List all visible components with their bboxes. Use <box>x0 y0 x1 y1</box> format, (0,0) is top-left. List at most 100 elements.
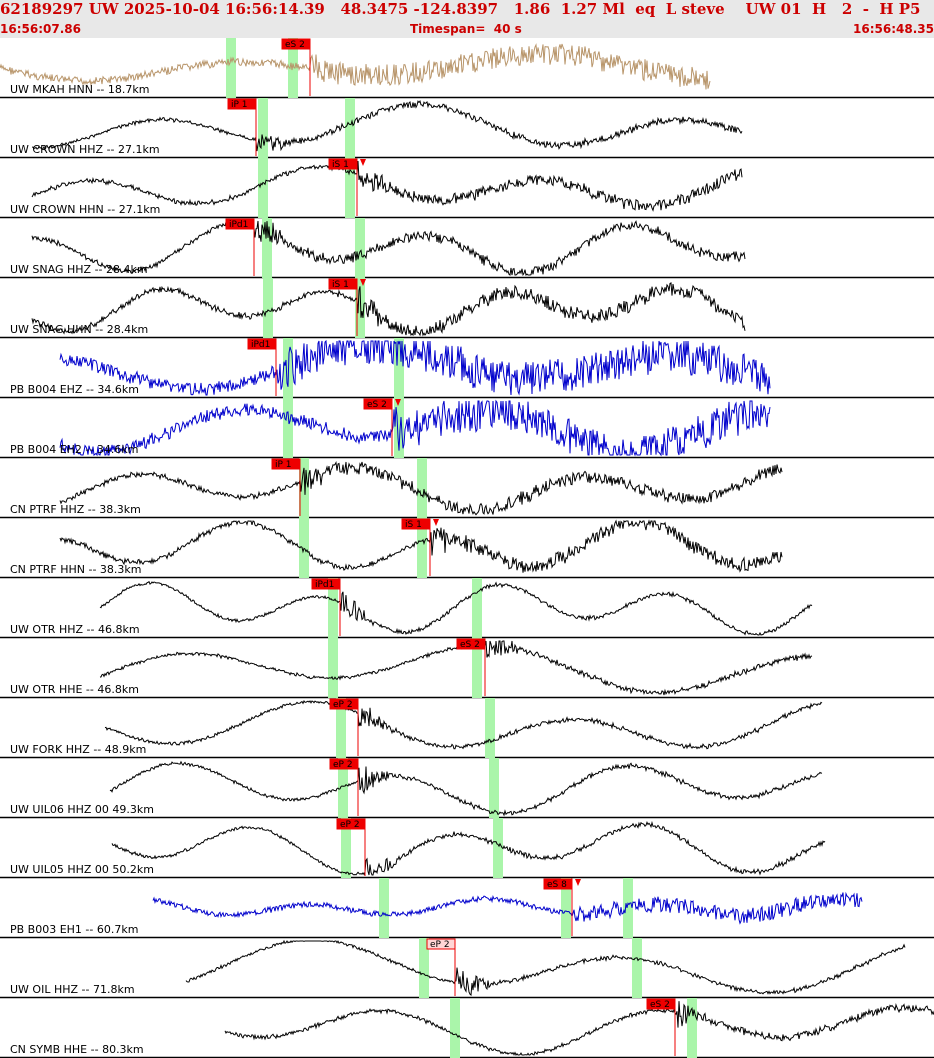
start-time: 16:56:07.86 <box>0 22 81 36</box>
trace-panel: iPd1 UW SNAG HHZ -- 28.4km <box>0 218 934 279</box>
predicted-arrival-window <box>450 998 460 1058</box>
station-label: UW UIL05 HHZ 00 50.2km <box>10 863 154 876</box>
predicted-arrival-window <box>328 638 338 698</box>
seismogram-panels: eS 2 UW MKAH HNN -- 18.7km iP 1 UW CROWN HH… <box>0 38 934 1058</box>
waveform-trace <box>185 939 906 996</box>
predicted-arrival-window <box>336 698 346 758</box>
waveform-trace <box>59 461 783 516</box>
trace-panel: iPd1 UW OTR HHZ -- 46.8km <box>0 578 934 639</box>
event-summary-title: 62189297 UW 2025-10-04 16:56:14.39 48.34… <box>0 0 934 18</box>
waveform-trace <box>59 519 783 573</box>
pick-phase-label: eS 2 <box>650 1000 670 1010</box>
station-label: PB B004 EH2 -- 34.6km <box>10 443 138 456</box>
pick-phase-label: iPd1 <box>229 220 248 230</box>
predicted-arrival-window <box>258 158 268 218</box>
waveform-trace <box>31 282 746 337</box>
pick-phase-label: eS 8 <box>547 880 567 890</box>
predicted-arrival-window <box>226 38 236 98</box>
predicted-arrival-window <box>394 338 404 398</box>
pick-phase-label: iP 1 <box>275 460 292 470</box>
trace-panel: eS 2 PB B004 EH2 -- 34.6km <box>0 398 934 459</box>
station-label: UW MKAH HNN -- 18.7km <box>10 83 149 96</box>
arrival-triangle-icon <box>433 519 439 526</box>
pick-phase-label: eP 2 <box>333 760 353 770</box>
predicted-arrival-window <box>338 758 348 818</box>
predicted-arrival-window <box>687 998 697 1058</box>
station-label: UW OTR HHZ -- 46.8km <box>10 623 140 636</box>
predicted-arrival-window <box>489 758 499 818</box>
waveform-trace <box>109 760 823 817</box>
pick-phase-label: eS 2 <box>285 40 305 50</box>
trace-panel: eP 2 UW FORK HHZ -- 48.9km <box>0 698 934 759</box>
station-label: UW OIL HHZ -- 71.8km <box>10 983 135 996</box>
pick-phase-label: iPd1 <box>251 340 270 350</box>
station-label: PB B004 EHZ -- 34.6km <box>10 383 139 396</box>
event-header: 62189297 UW 2025-10-04 16:56:14.39 48.34… <box>0 0 934 38</box>
pick-phase-label: iS 1 <box>405 520 422 530</box>
predicted-arrival-window <box>355 278 365 338</box>
predicted-arrival-window <box>299 458 309 518</box>
predicted-arrival-window <box>345 98 355 158</box>
trace-panel: iS 1 UW SNAG HHN -- 28.4km <box>0 278 934 339</box>
station-label: UW FORK HHZ -- 48.9km <box>10 743 146 756</box>
end-time: 16:56:48.35 <box>853 22 934 36</box>
trace-panel: iS 1 CN PTRF HHN -- 38.3km <box>0 518 934 579</box>
pick-phase-label: iP 1 <box>231 100 248 110</box>
pick-phase-label: iPd1 <box>315 580 334 590</box>
predicted-arrival-window <box>341 818 351 878</box>
station-label: UW UIL06 HHZ 00 49.3km <box>10 803 154 816</box>
seismogram-plot: eS 2 UW MKAH HNN -- 18.7km iP 1 UW CROWN HH… <box>0 38 934 1058</box>
pick-phase-label: eP 2 <box>333 700 353 710</box>
trace-panel: eS 8 PB B003 EH1 -- 60.7km <box>0 878 934 939</box>
predicted-arrival-window <box>263 278 273 338</box>
predicted-arrival-window <box>472 638 482 698</box>
trace-panel: eS 2 UW MKAH HNN -- 18.7km <box>0 38 934 99</box>
waveform-trace <box>59 339 771 396</box>
predicted-arrival-window <box>394 398 404 458</box>
pick-phase-label: eP 2 <box>340 820 360 830</box>
waveform-trace <box>59 399 771 457</box>
station-label: CN SYMB HHE -- 80.3km <box>10 1043 144 1056</box>
pick-phase-label: eP 2 <box>430 940 450 950</box>
trace-panel: iP 1 UW CROWN HHZ -- 27.1km <box>0 98 934 159</box>
waveform-trace <box>104 700 823 750</box>
pick-phase-label: eS 2 <box>367 400 387 410</box>
station-label: UW CROWN HHN -- 27.1km <box>10 203 160 216</box>
waveform-trace <box>152 891 863 925</box>
predicted-arrival-window <box>379 878 389 938</box>
station-label: UW CROWN HHZ -- 27.1km <box>10 143 160 156</box>
trace-panel: eS 2 UW OTR HHE -- 46.8km <box>0 638 934 699</box>
predicted-arrival-window <box>623 878 633 938</box>
waveform-trace <box>31 219 746 277</box>
predicted-arrival-window <box>472 578 482 638</box>
pick-phase-label: iS 1 <box>332 280 349 290</box>
predicted-arrival-window <box>262 218 272 278</box>
pick-phase-label: iS 1 <box>332 160 349 170</box>
trace-panel: eP 2 UW UIL06 HHZ 00 49.3km <box>0 758 934 819</box>
station-label: UW SNAG HHN -- 28.4km <box>10 323 148 336</box>
trace-panel: iPd1 PB B004 EHZ -- 34.6km <box>0 338 934 399</box>
predicted-arrival-window <box>355 218 365 278</box>
predicted-arrival-window <box>417 518 427 578</box>
predicted-arrival-window <box>258 98 268 158</box>
predicted-arrival-window <box>561 878 571 938</box>
trace-panel: eS 2 CN SYMB HHE -- 80.3km <box>0 998 934 1058</box>
arrival-triangle-icon <box>360 159 366 166</box>
predicted-arrival-window <box>632 938 642 998</box>
predicted-arrival-window <box>417 458 427 518</box>
timespan-label: Timespan= 40 s <box>410 22 522 36</box>
predicted-arrival-window <box>493 818 503 878</box>
trace-panel: iP 1 CN PTRF HHZ -- 38.3km <box>0 458 934 519</box>
predicted-arrival-window <box>419 938 429 998</box>
pick-phase-label: eS 2 <box>460 640 480 650</box>
predicted-arrival-window <box>283 338 293 398</box>
predicted-arrival-window <box>345 158 355 218</box>
predicted-arrival-window <box>283 398 293 458</box>
trace-panel: iS 1 UW CROWN HHN -- 27.1km <box>0 158 934 219</box>
trace-panel: eP 2 UW UIL05 HHZ 00 50.2km <box>0 818 934 879</box>
station-label: UW SNAG HHZ -- 28.4km <box>10 263 148 276</box>
waveform-trace <box>99 640 813 696</box>
arrival-triangle-icon <box>575 879 581 886</box>
trace-panel: eP 2 UW OIL HHZ -- 71.8km <box>0 938 934 999</box>
waveform-trace <box>111 820 826 876</box>
